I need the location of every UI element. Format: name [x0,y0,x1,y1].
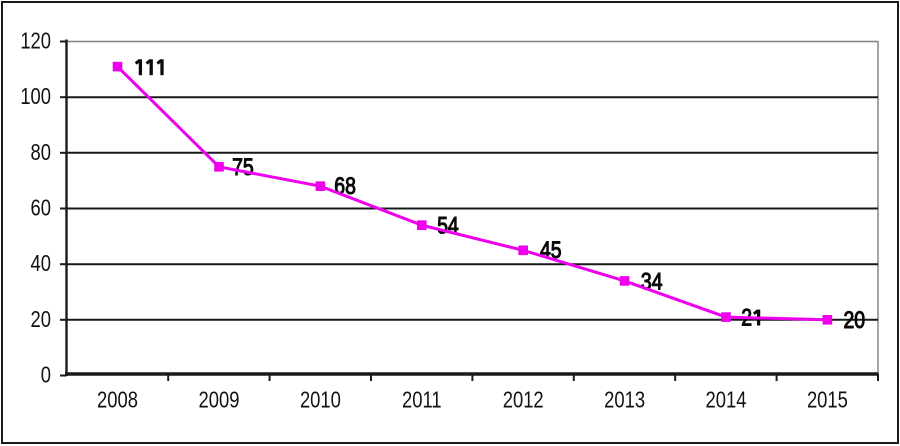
svg-text:60: 60 [31,196,51,221]
svg-text:2015: 2015 [807,388,848,413]
svg-text:40: 40 [31,251,51,276]
svg-text:2014: 2014 [706,388,747,413]
svg-text:2010: 2010 [300,388,341,413]
svg-text:80: 80 [31,140,51,165]
svg-text:2012: 2012 [503,388,544,413]
svg-text:2011: 2011 [402,388,442,413]
svg-text:2009: 2009 [199,388,240,413]
svg-text:100: 100 [20,84,51,109]
svg-text:2013: 2013 [604,388,645,413]
svg-text:120: 120 [20,29,51,54]
svg-text:2008: 2008 [97,388,138,413]
svg-text:75: 75 [232,153,254,180]
svg-text:20: 20 [31,307,51,332]
svg-text:20: 20 [844,306,866,333]
svg-text:0: 0 [41,363,51,388]
